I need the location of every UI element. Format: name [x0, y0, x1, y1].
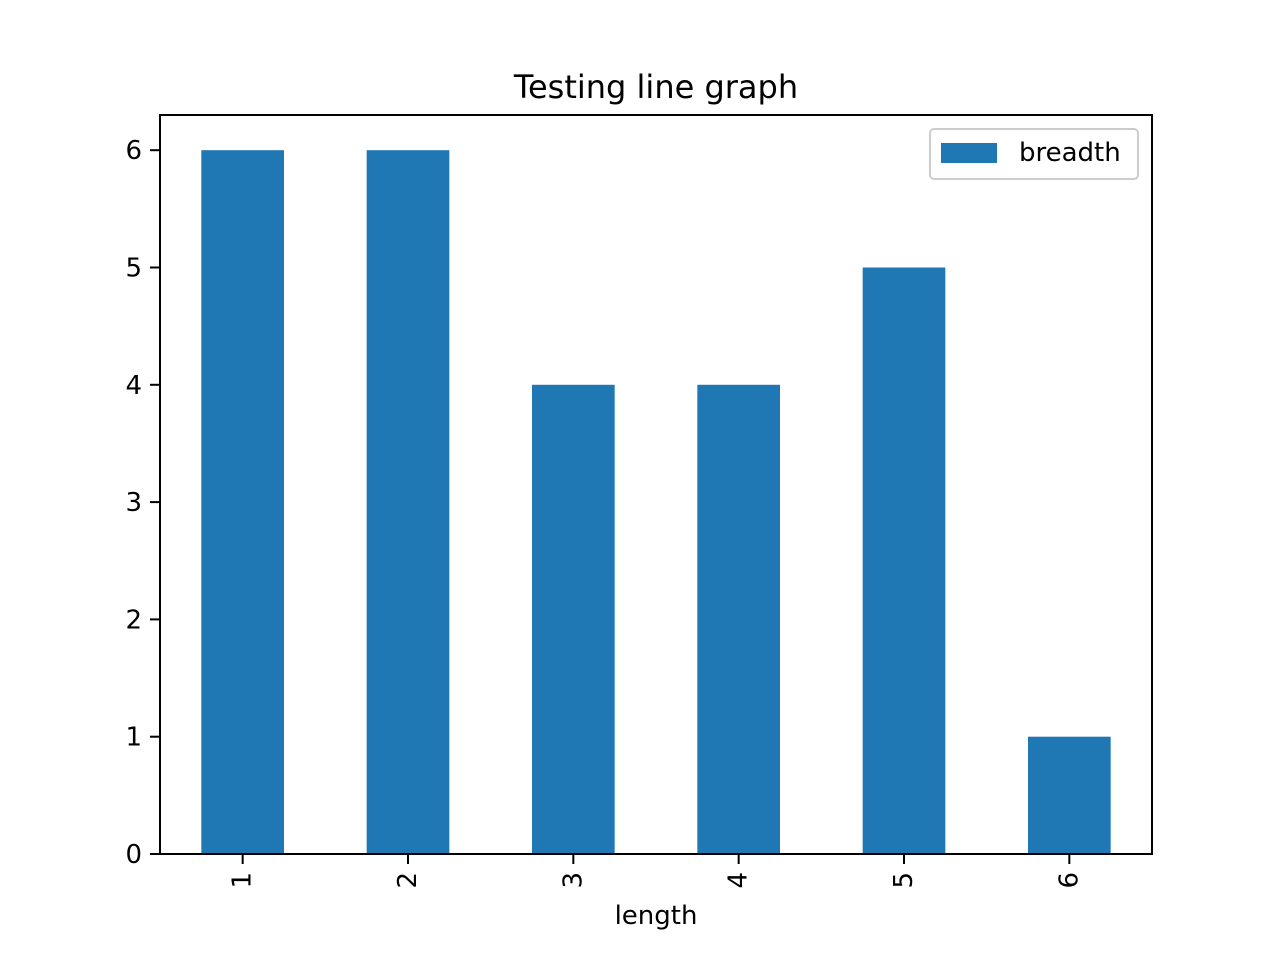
x-tick-label: 6: [1054, 872, 1084, 889]
x-tick-label: 1: [228, 872, 258, 889]
x-tick-label: 2: [393, 872, 423, 889]
legend: breadth: [929, 128, 1139, 180]
legend-frame: [929, 128, 1139, 180]
y-tick-label: 2: [125, 605, 142, 635]
bar-6: [1028, 736, 1111, 854]
y-tick-label: 6: [125, 136, 142, 166]
bar-1: [201, 150, 284, 854]
y-tick-label: 1: [125, 723, 142, 753]
bar-5: [862, 267, 946, 854]
legend-swatch-breadth: [941, 143, 997, 163]
bars-group: [201, 150, 1111, 854]
x-tick-label: 3: [558, 872, 588, 889]
x-axis-label: length: [615, 901, 698, 931]
y-axis-ticks: 0 1 2 3 4 5 6: [125, 136, 160, 870]
bar-4: [697, 384, 780, 854]
y-tick-label: 5: [125, 253, 142, 283]
x-tick-label: 5: [889, 872, 919, 889]
plot-area-frame: [159, 114, 1153, 855]
x-tick-label: 4: [724, 872, 754, 889]
bar-3: [532, 384, 615, 854]
y-tick-label: 4: [125, 371, 142, 401]
y-tick-label: 0: [125, 840, 142, 870]
x-axis-ticks: 1 2 3 4 5 6: [228, 854, 1084, 889]
bar-2: [366, 150, 450, 854]
y-tick-label: 3: [125, 488, 142, 518]
chart-title: Testing line graph: [513, 68, 798, 106]
legend-label-breadth: breadth: [1019, 138, 1121, 168]
